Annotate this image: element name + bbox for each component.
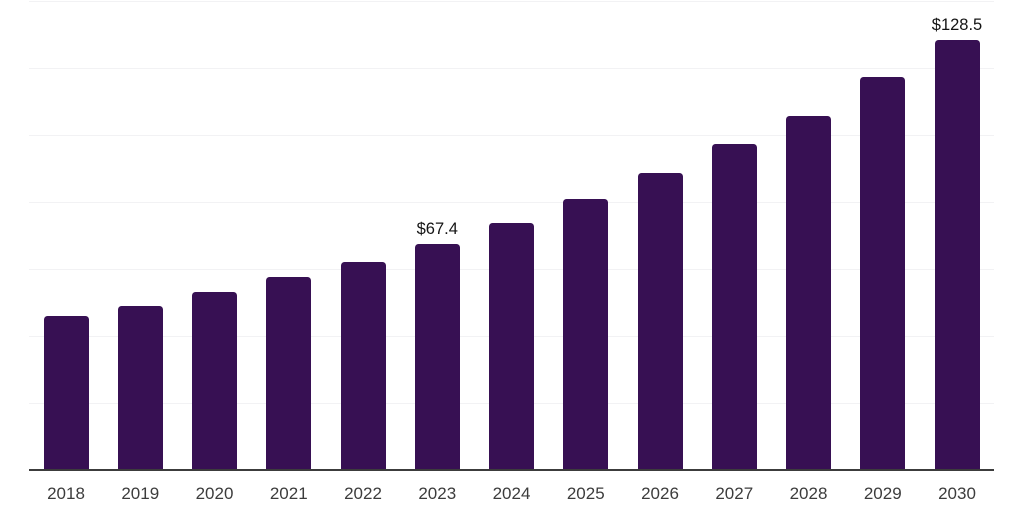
- bar-2030: [934, 39, 980, 470]
- bar-2019: [117, 305, 163, 470]
- data-label-2030: $128.5: [931, 15, 983, 34]
- gridline: [29, 68, 994, 69]
- x-tick-label-2024: 2024: [492, 484, 531, 503]
- bar-2021: [266, 277, 312, 470]
- bar-2018: [43, 315, 89, 470]
- x-tick-label-2026: 2026: [641, 484, 679, 503]
- x-tick-label-2021: 2021: [269, 484, 308, 503]
- x-tick-label-2027: 2027: [715, 484, 754, 503]
- x-axis-line: [29, 469, 994, 471]
- x-tick-label-2023: 2023: [418, 484, 457, 503]
- data-label-2023: $67.4: [416, 220, 458, 239]
- x-tick-label-2018: 2018: [47, 484, 85, 503]
- bar-2022: [340, 261, 386, 470]
- bar-2029: [860, 77, 906, 470]
- bar-2024: [489, 223, 534, 470]
- x-tick-label-2028: 2028: [789, 484, 828, 503]
- bar-2027: [711, 144, 757, 470]
- bar-2023: [414, 244, 460, 470]
- x-tick-label-2019: 2019: [121, 484, 160, 503]
- bar-2025: [563, 198, 609, 470]
- gridline: [29, 1, 994, 2]
- bar-2026: [637, 172, 683, 470]
- bar-2028: [786, 115, 831, 470]
- x-tick-label-2022: 2022: [344, 484, 382, 503]
- x-tick-label-2029: 2029: [863, 484, 902, 503]
- x-tick-label-2030: 2030: [938, 484, 976, 503]
- gridline: [29, 202, 994, 203]
- x-tick-label-2025: 2025: [566, 484, 605, 503]
- gridline: [29, 135, 994, 136]
- x-tick-label-2020: 2020: [195, 484, 234, 503]
- bar-2020: [192, 292, 237, 470]
